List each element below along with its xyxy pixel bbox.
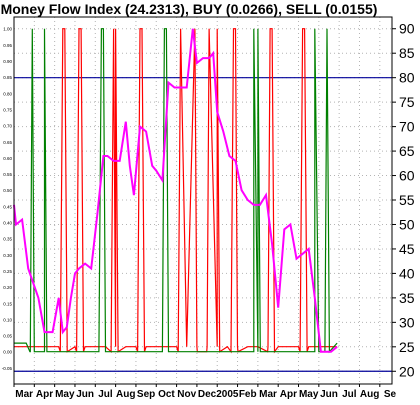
x-axis-month-label: May (299, 389, 319, 400)
x-axis-month-label: Jul (98, 389, 113, 400)
left-axis-tick-label: 0.25 (3, 269, 12, 274)
right-axis-tick-label: 75 (399, 94, 415, 110)
x-axis-month-label: Jun (76, 389, 94, 400)
left-axis-tick-label: 0.70 (3, 124, 12, 129)
right-axis-tick-label: 65 (399, 143, 415, 159)
x-axis-month-label: Dec (198, 389, 217, 400)
left-axis-tick-label: 0.20 (3, 285, 12, 290)
right-axis-tick-label: 85 (399, 45, 415, 61)
left-axis-tick-label: -0.05 (2, 366, 13, 371)
x-axis-month-label: Feb (239, 389, 257, 400)
x-axis-month-label: May (55, 389, 75, 400)
right-axis-tick-label: 90 (399, 21, 415, 37)
left-axis-tick-label: 0.85 (3, 75, 12, 80)
right-axis-tick-label: 55 (399, 192, 415, 208)
right-axis-tick-label: 45 (399, 241, 415, 257)
x-axis-month-label: Oct (158, 389, 175, 400)
buy-signal-line (14, 28, 338, 354)
left-axis-tick-label: 0.15 (3, 301, 12, 306)
left-axis-tick-label: 0.95 (3, 43, 12, 48)
left-axis-tick-label: 0.55 (3, 172, 12, 177)
x-axis-month-label: Jul (342, 389, 357, 400)
right-axis-tick-label: 25 (399, 339, 415, 355)
x-axis-month-label: Mar (15, 389, 33, 400)
left-axis-tick-label: 0.90 (3, 59, 12, 64)
right-axis-tick-label: 20 (399, 363, 415, 379)
x-axis-month-label: 2005 (216, 389, 239, 400)
left-axis-tick-label: 0.10 (3, 317, 12, 322)
left-axis-tick-label: 0.75 (3, 107, 12, 112)
left-axis-tick-label: 0.60 (3, 156, 12, 161)
x-axis-month-label: Nov (177, 389, 196, 400)
right-axis-tick-label: 30 (399, 314, 415, 330)
left-axis-tick-label: 0.05 (3, 334, 12, 339)
right-axis-tick-label: 35 (399, 290, 415, 306)
left-axis-tick-label: 0.40 (3, 221, 12, 226)
chart-title: Money Flow Index (24.2313), BUY (0.0266)… (0, 1, 378, 17)
left-axis-tick-label: 0.00 (3, 350, 12, 355)
left-axis-tick-label: 0.35 (3, 237, 12, 242)
x-axis-month-label: Jun (320, 389, 338, 400)
x-axis-month-label: Aug (360, 389, 379, 400)
left-axis-tick-label: 0.30 (3, 253, 12, 258)
x-axis-month-label: Mar (259, 389, 277, 400)
right-axis-tick-label: 50 (399, 216, 415, 232)
x-axis-month-label: Sep (137, 389, 155, 400)
x-axis-month-label: Aug (116, 389, 135, 400)
left-axis-tick-label: 0.80 (3, 91, 12, 96)
right-axis-tick-label: 40 (399, 265, 415, 281)
x-axis-month-label: Apr (36, 389, 53, 400)
right-axis-tick-label: 60 (399, 168, 415, 184)
money-flow-index-line (13, 28, 338, 353)
x-axis-month-label: Se (384, 389, 397, 400)
left-axis-tick-label: 1.00 (3, 27, 12, 32)
left-axis-tick-label: 0.50 (3, 188, 12, 193)
left-axis-tick-label: 0.65 (3, 140, 12, 145)
right-axis-tick-label: 70 (399, 119, 415, 135)
x-axis-month-label: Apr (280, 389, 297, 400)
left-axis-tick-label: 0.45 (3, 204, 12, 209)
right-axis-tick-label: 80 (399, 70, 415, 86)
